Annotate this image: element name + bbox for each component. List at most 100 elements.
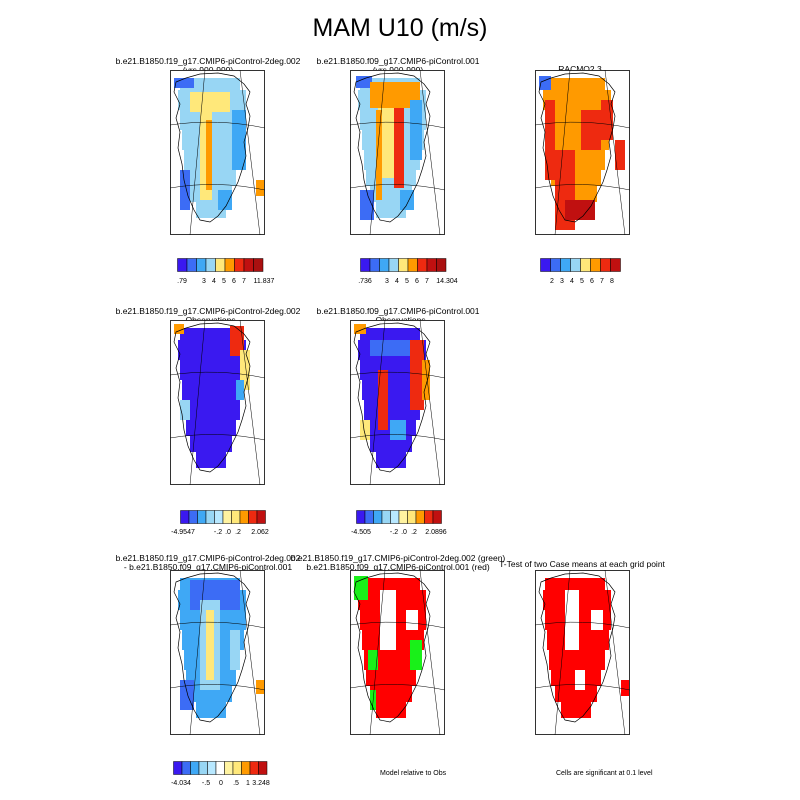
graticule-line	[419, 70, 441, 235]
panel-3-map	[535, 70, 630, 235]
graticule-line	[369, 320, 386, 485]
map-frame	[170, 320, 265, 485]
colorbar-swatch	[256, 510, 266, 524]
grid-cell	[182, 380, 244, 400]
grid-cell	[180, 78, 240, 90]
colorbar-swatch	[214, 510, 224, 524]
map-svg	[535, 570, 630, 735]
map-frame	[535, 70, 630, 235]
colorbar-swatch	[196, 258, 207, 272]
grid-cell	[180, 170, 190, 210]
graticule-line	[239, 570, 261, 735]
colorbar-swatch	[205, 510, 215, 524]
tick-label: 1	[246, 780, 250, 787]
grid-cell	[178, 340, 246, 360]
colorbar-swatch	[369, 258, 380, 272]
grid-cell	[360, 578, 420, 590]
colorbar-swatch	[231, 510, 241, 524]
colorbar-swatch	[600, 258, 611, 272]
map-svg	[350, 570, 445, 735]
colorbar-swatch	[364, 510, 374, 524]
colorbar-swatch	[610, 258, 621, 272]
grid-cell	[422, 360, 430, 400]
panel-4-map	[170, 320, 265, 485]
graticule-line	[170, 184, 265, 191]
graticule-line	[535, 121, 630, 129]
grid-cell	[575, 670, 585, 690]
tick-label: 6	[415, 278, 419, 285]
grid-cell	[190, 92, 230, 112]
colorbar-swatch	[239, 510, 249, 524]
panel-2-map	[350, 70, 445, 235]
colorbar-swatch	[181, 761, 191, 775]
graticule-line	[350, 684, 445, 691]
graticule-line	[239, 320, 261, 485]
colorbar-swatch	[388, 258, 399, 272]
colorbar-swatch	[243, 258, 254, 272]
panel-2-title: b.e21.B1850.f09_g17.CMIP6-piControl.001 …	[253, 57, 543, 74]
graticule-line	[189, 70, 206, 235]
grid-cells	[178, 578, 264, 718]
grid-cell	[256, 180, 264, 196]
grid-cell	[180, 400, 190, 420]
map-svg	[170, 70, 265, 235]
colorbar-swatch	[253, 258, 264, 272]
graticule-line	[419, 570, 441, 735]
grid-cells	[356, 76, 426, 220]
panel-5-title-line-1: b.e21.B1850.f09_g17.CMIP6-piControl.001	[316, 306, 480, 316]
tick-label: 5	[222, 278, 226, 285]
coastline	[538, 572, 616, 723]
grid-cell	[218, 190, 232, 210]
grid-cell	[380, 590, 396, 650]
tick-label: .79	[177, 278, 187, 285]
tick-label: 5	[580, 278, 584, 285]
graticule-line	[554, 570, 571, 735]
grid-cell	[256, 680, 264, 694]
panel-4-title-line-2: - Observations	[63, 315, 353, 325]
colorbar-svg	[360, 258, 447, 272]
colorbar-swatch	[180, 510, 190, 524]
colorbar-swatch	[173, 761, 183, 775]
grid-cell	[400, 190, 414, 210]
grid-cells	[174, 78, 264, 218]
tick-label: 14.304	[436, 278, 458, 285]
panel-3-title: RACMO2.3	[435, 65, 725, 74]
colorbar-swatch	[436, 258, 447, 272]
graticule-line	[604, 570, 626, 735]
tick-label: 5	[405, 278, 409, 285]
graticule-line	[604, 70, 626, 235]
graticule-line	[535, 621, 630, 629]
panel-5-colorbar	[356, 510, 442, 529]
grid-cell	[230, 630, 240, 670]
colorbar-swatch	[197, 510, 207, 524]
grid-cell	[190, 436, 232, 452]
colorbar-swatch	[398, 510, 408, 524]
grid-cell	[196, 452, 226, 468]
map-svg	[170, 320, 265, 485]
grid-cell	[621, 680, 629, 696]
tick-label: .0	[401, 529, 407, 536]
grid-cell	[394, 108, 404, 188]
tick-label: 3	[202, 278, 206, 285]
grid-cell	[360, 190, 374, 220]
tick-label: -4.9547	[171, 529, 195, 536]
map-svg	[350, 70, 445, 235]
graticule-line	[535, 684, 630, 691]
colorbar-swatch	[232, 761, 242, 775]
graticule-line	[350, 184, 445, 191]
colorbar-swatch	[248, 510, 258, 524]
grid-cell	[591, 610, 603, 630]
colorbar-swatch	[205, 258, 216, 272]
colorbar-swatch	[198, 761, 208, 775]
grid-cell	[549, 650, 605, 670]
panel-5-map	[350, 320, 445, 485]
colorbar-swatch	[398, 258, 409, 272]
colorbar-svg	[356, 510, 442, 524]
panel-1-map	[170, 70, 265, 235]
colorbar-swatch	[241, 761, 251, 775]
grid-cell	[555, 686, 597, 702]
graticule-line	[535, 184, 630, 191]
coastline	[538, 72, 616, 223]
colorbar-swatch	[177, 258, 188, 272]
panel-3-title-line-1: RACMO2.3	[558, 64, 602, 74]
